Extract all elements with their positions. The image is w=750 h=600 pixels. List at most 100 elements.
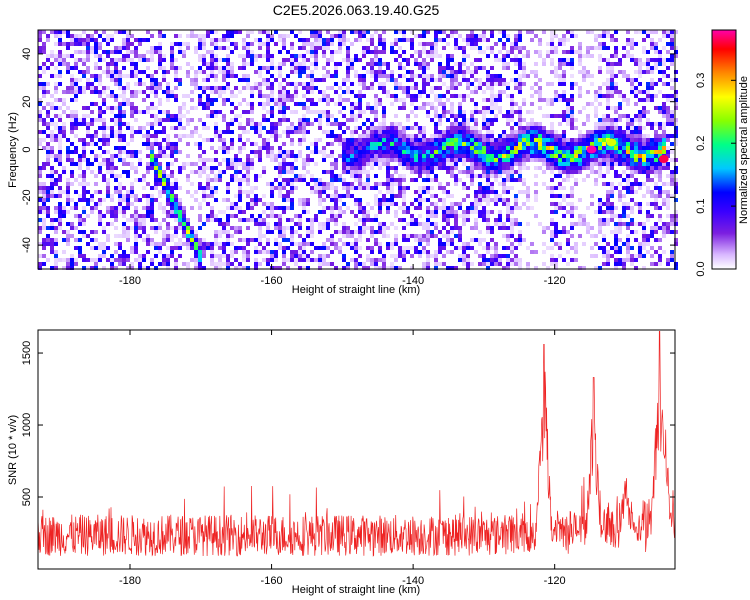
- spectrogram-cell: [358, 138, 362, 142]
- spectrogram-cell: [94, 74, 98, 78]
- spectrogram-cell: [174, 206, 178, 210]
- spectrogram-cell: [550, 82, 554, 86]
- spectrogram-cell: [458, 126, 462, 130]
- spectrogram-cell: [326, 182, 330, 186]
- spectrogram-cell: [478, 182, 482, 186]
- spectrogram-cell: [618, 218, 622, 222]
- spectrogram-cell: [370, 106, 374, 110]
- spectrogram-cell: [630, 166, 634, 170]
- spectrogram-cell: [538, 122, 542, 126]
- spectrogram-cell: [290, 122, 294, 126]
- spectrogram-cell: [338, 178, 342, 182]
- spectrogram-cell: [166, 146, 170, 150]
- spectrogram-cell: [606, 94, 610, 98]
- spectrogram-cell: [194, 86, 198, 90]
- spectrogram-cell: [106, 34, 110, 38]
- spectrogram-cell: [346, 146, 350, 150]
- spectrogram-cell: [510, 114, 514, 118]
- spectrogram-cell: [614, 214, 618, 218]
- spectrogram-cell: [130, 66, 134, 70]
- spectrogram-cell: [266, 78, 270, 82]
- spectrogram-cell: [150, 146, 154, 150]
- spectrogram-cell: [438, 146, 442, 150]
- spectrogram-cell: [202, 266, 206, 270]
- spectrogram-cell: [526, 186, 530, 190]
- spectrogram-cell: [202, 70, 206, 74]
- spectrogram-cell: [230, 174, 234, 178]
- spectrogram-cell: [114, 30, 118, 34]
- spectrogram-cell: [458, 158, 462, 162]
- spectrogram-cell: [46, 258, 50, 262]
- spectrogram-cell: [322, 94, 326, 98]
- spectrogram-cell: [386, 66, 390, 70]
- spectrogram-cell: [118, 86, 122, 90]
- spectrogram-cell: [246, 178, 250, 182]
- spectrogram-cell: [490, 258, 494, 262]
- spectrogram-cell: [418, 222, 422, 226]
- spectrogram-cell: [518, 238, 522, 242]
- spectrogram-cell: [566, 118, 570, 122]
- spectrogram-cell: [122, 122, 126, 126]
- spectrogram-cell: [290, 250, 294, 254]
- spectrogram-cell: [290, 66, 294, 70]
- spectrogram-cell: [182, 94, 186, 98]
- spectrogram-cell: [246, 218, 250, 222]
- spectrogram-cell: [626, 258, 630, 262]
- spectrogram-cell: [434, 154, 438, 158]
- spectrogram-cell: [254, 122, 258, 126]
- spectrogram-cell: [222, 246, 226, 250]
- spectrogram-cell: [466, 54, 470, 58]
- spectrogram-cell: [62, 166, 66, 170]
- spectrogram-cell: [598, 150, 602, 154]
- spectrogram-cell: [162, 218, 166, 222]
- spectrogram-cell: [506, 154, 510, 158]
- spectrogram-cell: [74, 86, 78, 90]
- spectrogram-cell: [354, 222, 358, 226]
- spectrogram-cell: [602, 122, 606, 126]
- spectrogram-cell: [638, 58, 642, 62]
- spectrogram-cell: [554, 258, 558, 262]
- spectrogram-cell: [486, 122, 490, 126]
- spectrogram-cell: [186, 110, 190, 114]
- spectrogram-cell: [330, 154, 334, 158]
- spectrogram-cell: [226, 234, 230, 238]
- spectrogram-cell: [294, 222, 298, 226]
- spectrogram-cell: [494, 154, 498, 158]
- spectrogram-cell: [230, 34, 234, 38]
- spectrogram-cell: [506, 178, 510, 182]
- spectrogram-cell: [322, 78, 326, 82]
- spectrogram-cell: [174, 114, 178, 118]
- spectrogram-cell: [346, 166, 350, 170]
- spectrogram-cell: [214, 166, 218, 170]
- spectrogram-cell: [294, 54, 298, 58]
- spectrogram-cell: [610, 34, 614, 38]
- spectrogram-cell: [234, 118, 238, 122]
- spectrogram-cell: [166, 182, 170, 186]
- spectrogram-cell: [86, 134, 90, 138]
- spectrogram-cell: [146, 202, 150, 206]
- spectrogram-cell: [266, 34, 270, 38]
- spectrogram-cell: [550, 218, 554, 222]
- spectrogram-cell: [402, 194, 406, 198]
- spectrogram-cell: [422, 178, 426, 182]
- spectrogram-cell: [438, 38, 442, 42]
- spectrogram-cell: [182, 210, 186, 214]
- spectrogram-cell: [418, 142, 422, 146]
- spectrogram-cell: [446, 42, 450, 46]
- spectrogram-cell: [430, 194, 434, 198]
- spectrogram-cell: [550, 162, 554, 166]
- spectrogram-cell: [482, 238, 486, 242]
- spectrogram-cell: [518, 178, 522, 182]
- spectrogram-cell: [494, 82, 498, 86]
- spectrogram-cell: [346, 170, 350, 174]
- spectrogram-cell: [130, 214, 134, 218]
- spectrogram-cell: [450, 210, 454, 214]
- spectrogram-cell: [330, 34, 334, 38]
- spectrogram-cell: [158, 194, 162, 198]
- spectrogram-cell: [150, 102, 154, 106]
- spectrogram-cell: [66, 198, 70, 202]
- spectrogram-cell: [478, 110, 482, 114]
- spectrogram-cell: [54, 34, 58, 38]
- spectrogram-cell: [594, 38, 598, 42]
- spectrogram-cell: [166, 110, 170, 114]
